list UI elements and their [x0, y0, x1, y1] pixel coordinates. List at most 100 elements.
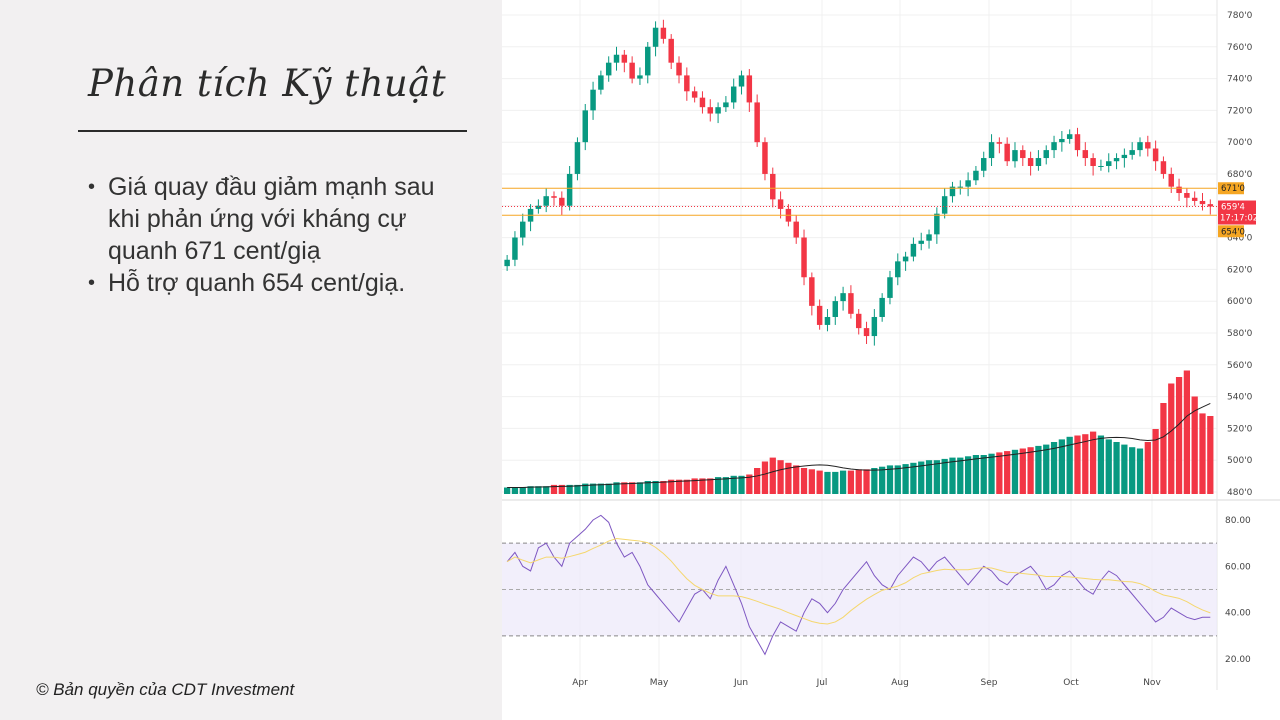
candle-body [887, 277, 893, 298]
candle-body [871, 316, 878, 337]
bullet-dot-icon: • [88, 176, 96, 198]
candle-body [1137, 142, 1143, 151]
volume-bar [1175, 377, 1183, 494]
candle-body [715, 107, 721, 114]
volume-bar [957, 457, 964, 494]
volume-bar [1191, 396, 1198, 494]
candle-body [605, 62, 612, 76]
candle-body [816, 305, 823, 325]
price-axis-label: 500'0 [1227, 456, 1253, 466]
month-label: May [650, 678, 669, 688]
bullet-text: Giá quay đầu giảm mạnh sau khi phản ứng … [108, 173, 435, 265]
volume-bar [511, 487, 519, 494]
candle-body [512, 237, 518, 260]
volume-bar [761, 461, 769, 494]
price-axis-label: 580'0 [1227, 329, 1253, 339]
volume-bar [1027, 447, 1034, 494]
bullet-text: Hỗ trợ quanh 654 cent/giạ. [108, 269, 406, 297]
volume-bar [839, 470, 847, 494]
candle-body [762, 142, 768, 174]
volume-bar [1207, 416, 1214, 494]
volume-bar [754, 468, 761, 494]
resistance-tag [1218, 182, 1244, 195]
candle-body [934, 213, 940, 235]
volume-bar [1144, 442, 1151, 494]
candle-body [988, 142, 995, 159]
volume-bar [1199, 413, 1206, 494]
volume-bar [668, 479, 675, 494]
candle-body [980, 158, 987, 171]
rsi-axis-label: 20.00 [1225, 655, 1251, 665]
volume-bar [769, 457, 776, 494]
candle-body [910, 243, 917, 257]
volume-bar [1035, 445, 1042, 494]
candle-body [629, 62, 635, 79]
candle-body [832, 301, 839, 317]
volume-bar [683, 479, 690, 494]
price-axis-label: 680'0 [1227, 170, 1253, 180]
candle-body [543, 196, 549, 206]
volume-bar [863, 469, 870, 494]
candle-body [660, 27, 667, 39]
volume-bar [855, 469, 862, 494]
volume-bar [847, 470, 855, 494]
candle-body [699, 97, 706, 108]
price-chart[interactable]: 780'0760'0740'0720'0700'0680'0660'0640'0… [502, 0, 1280, 720]
volume-bar [1050, 442, 1058, 494]
month-label: Jul [816, 678, 828, 688]
price-axis-label: 480'0 [1227, 488, 1253, 498]
candle-body [1176, 186, 1182, 194]
rsi-axis-label: 60.00 [1225, 562, 1251, 572]
candle-body [691, 91, 698, 98]
volume-bar [1183, 370, 1190, 494]
last-price-tag-label: 659'4 [1221, 203, 1245, 213]
candle-body [1074, 134, 1081, 151]
candle-body [590, 89, 596, 111]
volume-bar [574, 484, 581, 494]
volume-bar [1074, 435, 1081, 494]
candle-body [707, 107, 714, 114]
volume-bar [871, 468, 878, 494]
candle-body [645, 46, 651, 76]
candle-body [1027, 158, 1034, 166]
volume-bar [1168, 383, 1175, 494]
volume-bar [1011, 449, 1019, 494]
price-axis-label: 740'0 [1227, 75, 1253, 85]
month-label: Sep [981, 678, 998, 688]
candle-body [1098, 165, 1104, 167]
volume-bar [738, 475, 745, 494]
support-tag [1218, 225, 1244, 238]
month-label: Jun [733, 678, 748, 688]
candle-body [613, 54, 620, 63]
candle-body [1145, 142, 1151, 149]
candle-body [738, 75, 745, 87]
volume-bar [918, 461, 925, 494]
candle-body [1207, 204, 1214, 207]
volume-bar [714, 477, 722, 494]
candle-body [684, 75, 690, 92]
chart-canvas[interactable]: 780'0760'0740'0720'0700'0680'0660'0640'0… [502, 0, 1280, 720]
volume-bar [777, 460, 784, 494]
volume-bar [949, 457, 956, 494]
title-underline [78, 130, 467, 132]
volume-bar [824, 471, 831, 494]
volume-bar [730, 475, 737, 494]
candle-body [777, 199, 784, 209]
candle-body [566, 173, 573, 206]
volume-bar [972, 455, 980, 494]
volume-bar [1097, 435, 1105, 494]
volume-bar [980, 455, 987, 494]
price-axis-label: 520'0 [1227, 424, 1253, 434]
candle-body [1020, 150, 1026, 159]
volume-bar [1082, 434, 1089, 494]
volume-bar [566, 484, 573, 494]
price-axis-label: 540'0 [1227, 393, 1253, 403]
volume-bar [558, 484, 565, 494]
volume-bar [894, 465, 901, 494]
candle-body [801, 237, 807, 278]
resistance-tag-label: 671'0 [1221, 184, 1245, 194]
volume-bar [1043, 444, 1050, 494]
volume-bar [832, 471, 839, 494]
month-label: Nov [1143, 678, 1161, 688]
last-price-time-label: 17:17:02 [1220, 214, 1258, 224]
